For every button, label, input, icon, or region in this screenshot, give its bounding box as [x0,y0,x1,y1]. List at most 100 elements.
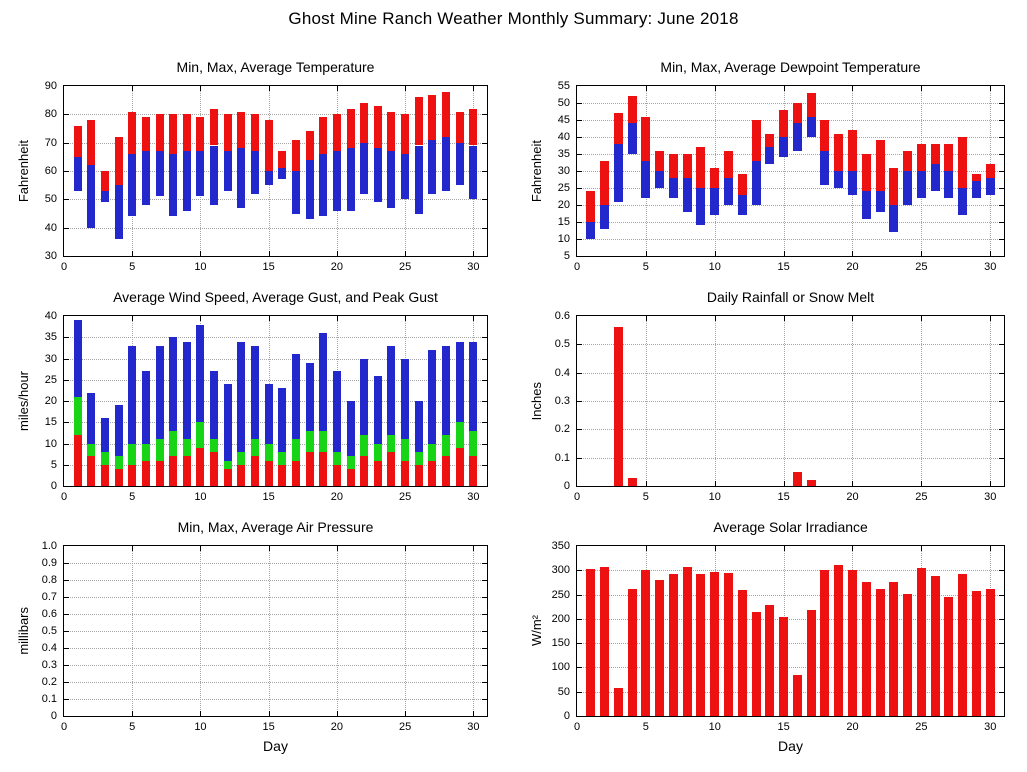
bar-day-18 [305,131,314,160]
gridline-horizontal [64,563,487,564]
x-tick-label: 5 [642,491,649,503]
y-tick-label: 100 [551,661,570,674]
y-axis-label: Fahrenheit [16,85,31,257]
tick-mark [482,597,487,598]
tick-mark [336,546,338,551]
tick-mark [999,570,1004,572]
bar-day-17 [291,354,300,486]
tick-mark [482,464,487,466]
bar-day-3 [613,113,623,144]
tick-mark [132,251,134,256]
y-tick-label: 0.1 [554,451,570,464]
y-tick-label: 0.3 [41,659,57,671]
gridline-vertical [990,316,992,486]
y-tick-label: 0.2 [554,423,570,436]
tick-mark [64,682,69,683]
bar-day-16 [278,464,287,486]
tick-mark [783,546,785,551]
bar-day-30 [469,341,478,486]
y-axis-label-text: miles/hour [16,371,31,431]
bar-day-1 [586,191,596,222]
tick-mark [999,643,1004,645]
plot-area-rainfall: 0 0.1 0.2 0.3 0.4 0.5 0.6 0 5 10 15 20 25 30 [555,310,1005,503]
bar-day-12 [223,469,232,486]
x-tick-label: 25 [399,491,412,503]
y-tick-label: 50 [44,193,57,206]
tick-mark [482,614,487,615]
x-tick-label: 30 [467,491,480,503]
tick-mark [482,171,487,172]
bar-day-10 [196,324,205,486]
bar-day-29 [971,590,981,716]
bar-day-27 [428,350,437,486]
bar-day-23 [889,205,899,233]
x-tick-label: 0 [60,491,68,503]
gridline-horizontal [577,643,1004,645]
chart-pressure: Min, Max, Average Air Pressure millibars… [16,519,488,754]
bar-day-17 [806,92,816,117]
bar-day-29 [455,142,464,186]
gridline-horizontal [577,171,1004,172]
tick-mark [473,251,475,256]
gridline-horizontal [64,464,487,466]
gridline-horizontal [64,631,487,632]
gridline-vertical [852,316,854,486]
bar-day-17 [291,139,300,171]
bar-day-11 [210,108,219,146]
tick-mark [645,86,647,91]
tick-mark [336,711,338,716]
bar-day-11 [210,371,219,486]
bar-day-9 [696,188,706,226]
y-tick-label: 15 [557,216,570,228]
bar-day-13 [751,120,761,161]
gridline-horizontal [577,103,1004,104]
bar-day-18 [305,362,314,486]
chart-title: Min, Max, Average Temperature [176,59,375,75]
tick-mark [577,239,582,240]
bar-day-11 [724,177,734,205]
bar-day-9 [182,341,191,486]
y-axis-label: millibars [16,545,31,717]
tick-mark [64,443,69,445]
y-tick-label: 5 [563,250,570,262]
y-axis-label: Fahrenheit [529,85,544,257]
tick-mark [64,422,69,424]
tick-mark [64,379,69,381]
bar-day-15 [264,384,273,486]
bar-day-30 [469,108,478,146]
x-tick-label: 30 [984,721,997,733]
x-tick-label: 25 [399,721,412,733]
gridline-vertical [200,546,202,716]
chart-title: Average Wind Speed, Average Gust, and Pe… [113,289,438,305]
y-tick-label: 25 [44,373,57,386]
bar-day-29 [455,341,464,486]
bar-day-16 [278,168,287,180]
y-tick-label: 10 [557,233,570,245]
y-tick-label: 0.6 [41,608,57,620]
bar-day-5 [128,345,137,486]
bar-day-9 [696,147,706,188]
bar-day-21 [861,154,871,192]
y-axis-label-text: Fahrenheit [16,139,31,203]
bar-day-23 [889,582,899,716]
x-tick-label: 20 [330,491,344,503]
y-tick-label: 25 [557,182,570,194]
bar-day-14 [251,345,260,486]
y-tick-label: 0.1 [41,693,57,705]
tick-mark [577,188,582,189]
tick-mark [64,337,69,339]
bar-day-24 [387,151,396,208]
tick-mark [200,546,202,551]
bar-day-25 [401,154,410,200]
tick-mark [482,563,487,564]
bar-day-16 [792,123,802,151]
bar-day-7 [668,177,678,199]
gridline-horizontal [577,205,1004,206]
tick-mark [473,546,475,551]
bar-day-24 [387,111,396,152]
bar-day-24 [903,593,913,716]
bar-day-27 [428,460,437,486]
tick-mark [999,344,1004,346]
bar-day-22 [360,142,369,194]
tick-mark [999,137,1004,138]
